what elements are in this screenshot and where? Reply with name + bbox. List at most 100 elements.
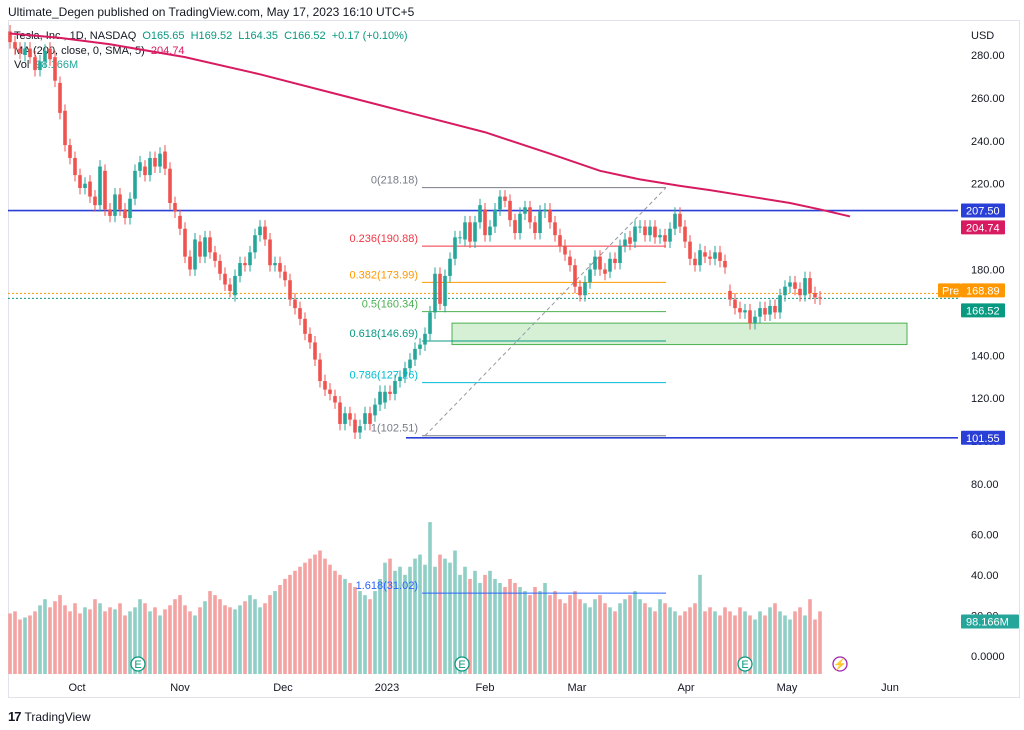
- volume-bar: [733, 615, 737, 674]
- premarket-price-badge-tag-bg: [938, 283, 961, 298]
- volume-bar: [618, 603, 622, 674]
- volume-bar: [318, 550, 322, 674]
- tradingview-brand: TradingView: [24, 709, 91, 724]
- volume-bar: [798, 607, 802, 674]
- candle-body: [238, 263, 242, 276]
- volume-bar: [283, 578, 287, 674]
- candle-body: [338, 402, 342, 424]
- candle-body: [578, 286, 582, 296]
- volume-bar: [363, 595, 367, 674]
- candle-body: [743, 310, 747, 313]
- candle-body: [633, 226, 637, 242]
- volume-bar: [608, 607, 612, 674]
- volume-bar: [478, 582, 482, 674]
- volume-bar: [118, 603, 122, 674]
- volume-bar: [163, 609, 167, 674]
- candle-body: [198, 241, 202, 257]
- volume-bar: [428, 522, 432, 674]
- price-axis-tick: 120.00: [971, 393, 1005, 405]
- earnings-icon-label: E: [134, 659, 141, 671]
- volume-bar: [688, 607, 692, 674]
- chart-frame: [8, 20, 1020, 698]
- candle-body: [423, 333, 427, 345]
- volume-bar: [308, 558, 312, 674]
- candle-body: [478, 205, 482, 223]
- volume-bar: [88, 609, 92, 674]
- symbol-name[interactable]: Tesla, Inc., 1D, NASDAQ: [14, 30, 137, 42]
- volume-bar: [433, 566, 437, 674]
- candle-body: [563, 245, 567, 255]
- candle-body: [718, 252, 722, 261]
- candle-body: [43, 50, 47, 62]
- premarket-price-badge-bg: [961, 283, 1005, 298]
- volume-bar: [743, 611, 747, 674]
- legend-symbol-row: Tesla, Inc., 1D, NASDAQ O165.65 H169.52 …: [14, 30, 408, 42]
- candle-body: [283, 271, 287, 281]
- volume-bar: [693, 603, 697, 674]
- candle-body: [383, 391, 387, 403]
- volume-bar: [28, 615, 32, 674]
- volume-bar: [243, 601, 247, 674]
- volume-bar: [718, 615, 722, 674]
- volume-bar: [268, 595, 272, 674]
- candle-body: [363, 413, 367, 424]
- volume-bar: [123, 615, 127, 674]
- high-value: H169.52: [190, 30, 233, 42]
- volume-bar: [293, 570, 297, 674]
- volume-bar: [423, 564, 427, 674]
- earnings-icon: [454, 656, 470, 672]
- volume-bar: [683, 611, 687, 674]
- candle-body: [118, 194, 122, 210]
- candle-body: [623, 239, 627, 246]
- volume-bar: [453, 550, 457, 674]
- candle-body: [468, 222, 472, 242]
- volume-bar: [448, 562, 452, 674]
- volume-bar: [103, 611, 107, 674]
- candle-body: [508, 200, 512, 221]
- volume-bar: [573, 591, 577, 674]
- last-price-badge: 166.52: [966, 305, 1000, 317]
- candle-body: [23, 48, 27, 55]
- candle-body: [788, 282, 792, 287]
- candle-body: [218, 260, 222, 274]
- change-value: +0.17 (+0.10%): [331, 30, 408, 42]
- candle-body: [408, 359, 412, 369]
- earnings-icon: [737, 656, 753, 672]
- low-value: L164.35: [238, 30, 279, 42]
- candle-body: [418, 344, 422, 349]
- candle-body: [748, 310, 752, 324]
- volume-axis-tick: 40.00: [971, 570, 999, 582]
- volume-bar: [348, 582, 352, 674]
- volume-bar: [228, 607, 232, 674]
- volume-bar: [473, 570, 477, 674]
- volume-bar: [713, 611, 717, 674]
- earnings-icon: [130, 656, 146, 672]
- candle-body: [8, 31, 12, 43]
- candle-body: [48, 48, 52, 60]
- candle-body: [403, 368, 407, 377]
- candle-body: [158, 153, 162, 167]
- candle-body: [193, 239, 197, 270]
- volume-bar: [528, 595, 532, 674]
- volume-bar: [673, 611, 677, 674]
- candle-body: [88, 181, 92, 197]
- candle-body: [388, 391, 392, 394]
- candle-body: [573, 265, 577, 287]
- candle-body: [18, 48, 22, 53]
- volume-label[interactable]: Vol: [14, 59, 30, 71]
- volume-bar: [193, 615, 197, 674]
- currency-label[interactable]: USD: [971, 30, 995, 42]
- candle-body: [298, 308, 302, 319]
- volume-bar: [128, 611, 132, 674]
- volume-bar: [178, 595, 182, 674]
- volume-bar: [93, 599, 97, 674]
- candle-body: [113, 194, 117, 216]
- candle-body: [398, 376, 402, 382]
- candle-body: [443, 275, 447, 306]
- volume-bar: [343, 578, 347, 674]
- volume-bar: [543, 582, 547, 674]
- candle-body: [648, 226, 652, 236]
- volume-bar: [728, 611, 732, 674]
- volume-bar: [288, 574, 292, 674]
